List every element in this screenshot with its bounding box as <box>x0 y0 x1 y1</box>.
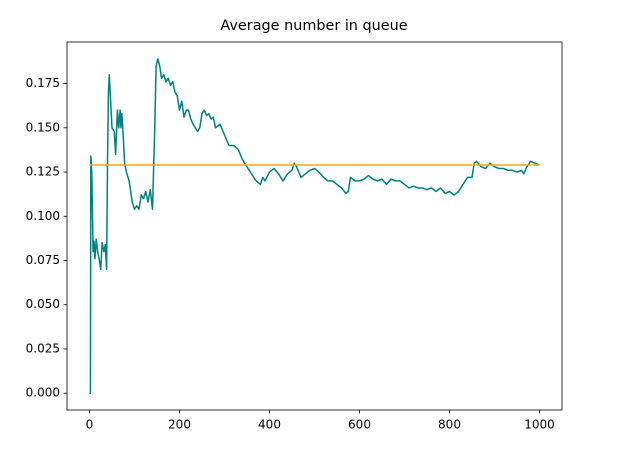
x-tick-label: 1000 <box>524 418 555 432</box>
x-tick-label: 800 <box>438 418 461 432</box>
x-tick-label: 0 <box>86 418 94 432</box>
y-tick-label: 0.075 <box>26 253 60 267</box>
data-line <box>89 58 540 394</box>
y-tick-label: 0.000 <box>26 386 60 400</box>
x-tick-label: 400 <box>258 418 281 432</box>
plot-frame <box>66 41 563 411</box>
x-tick-label: 200 <box>168 418 191 432</box>
y-tick-label: 0.050 <box>26 297 60 311</box>
y-tick-label: 0.175 <box>26 76 60 90</box>
y-tick-label: 0.100 <box>26 209 60 223</box>
y-tick-label: 0.125 <box>26 165 60 179</box>
y-tick-label: 0.025 <box>26 341 60 355</box>
y-tick-label: 0.150 <box>26 120 60 134</box>
x-tick-label: 600 <box>348 418 371 432</box>
chart-title: Average number in queue <box>220 18 407 34</box>
